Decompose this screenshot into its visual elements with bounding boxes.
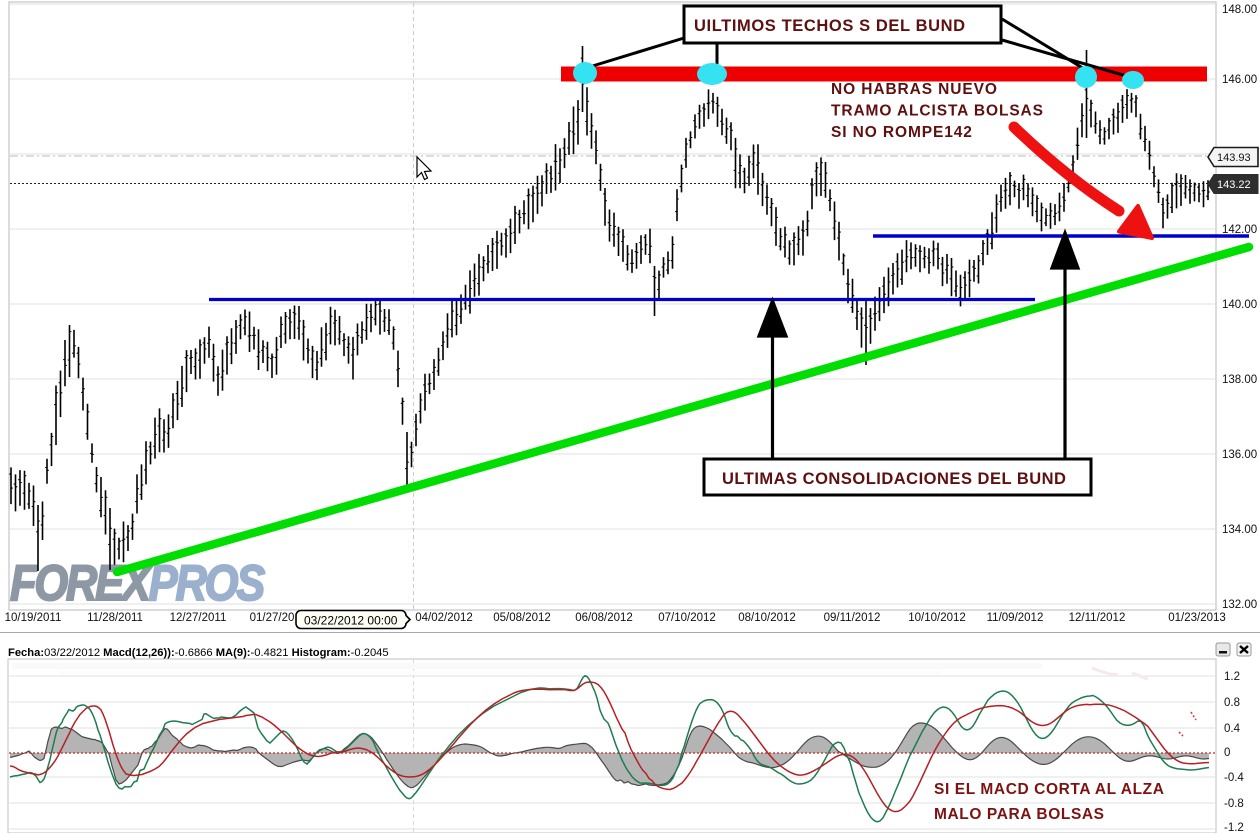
svg-text:132.00: 132.00 [1222, 599, 1257, 611]
svg-text:-0.4: -0.4 [1224, 772, 1244, 784]
svg-text:01/27/20: 01/27/20 [250, 612, 295, 624]
svg-text:04/02/2012: 04/02/2012 [415, 612, 473, 624]
svg-text:01/23/2013: 01/23/2013 [1168, 612, 1226, 624]
svg-text:10/19/2011: 10/19/2011 [5, 612, 62, 624]
svg-text:05/08/2012: 05/08/2012 [493, 612, 551, 624]
svg-text:10/10/2012: 10/10/2012 [908, 612, 966, 624]
svg-text:140.00: 140.00 [1222, 299, 1257, 311]
svg-text:12/11/2012: 12/11/2012 [1069, 612, 1126, 624]
svg-text:MALO PARA BOLSAS: MALO PARA BOLSAS [934, 806, 1105, 823]
svg-text:11/09/2012: 11/09/2012 [987, 612, 1044, 624]
svg-text:148.00: 148.00 [1222, 4, 1257, 16]
svg-text:0: 0 [1224, 747, 1230, 759]
svg-text:03/22/2012 00:00: 03/22/2012 00:00 [304, 614, 398, 628]
svg-text:142.00: 142.00 [1222, 224, 1257, 236]
svg-text:TRAMO ALCISTA BOLSAS: TRAMO ALCISTA BOLSAS [831, 103, 1044, 120]
svg-text:11/28/2011: 11/28/2011 [87, 612, 143, 624]
svg-text:09/11/2012: 09/11/2012 [824, 612, 881, 624]
svg-text:SI NO ROMPE142: SI NO ROMPE142 [831, 124, 973, 141]
svg-text:UILTIMOS TECHOS S DEL BUND: UILTIMOS TECHOS S DEL BUND [694, 17, 966, 35]
svg-text:12/27/2011: 12/27/2011 [170, 612, 227, 624]
svg-text:ULTIMAS CONSOLIDACIONES DEL BU: ULTIMAS CONSOLIDACIONES DEL BUND [722, 470, 1066, 488]
svg-text:FOREXPROS: FOREXPROS [10, 555, 265, 611]
svg-text:06/08/2012: 06/08/2012 [575, 612, 633, 624]
svg-text:146.00: 146.00 [1222, 74, 1257, 86]
svg-text:1.2: 1.2 [1224, 671, 1240, 683]
svg-text:08/10/2012: 08/10/2012 [738, 612, 796, 624]
svg-text:0.8: 0.8 [1224, 697, 1240, 709]
svg-text:07/10/2012: 07/10/2012 [658, 612, 716, 624]
svg-text:143.93: 143.93 [1217, 152, 1251, 164]
svg-text:0.4: 0.4 [1224, 723, 1241, 735]
svg-text:136.00: 136.00 [1222, 449, 1257, 461]
svg-text:Fecha:03/22/2012 Macd(12,26)):: Fecha:03/22/2012 Macd(12,26)):-0.6866 MA… [8, 647, 389, 659]
svg-text:134.00: 134.00 [1222, 524, 1257, 536]
svg-text:-1.2: -1.2 [1224, 822, 1244, 833]
svg-text:143.22: 143.22 [1217, 179, 1251, 191]
svg-text:SI EL MACD CORTA AL ALZA: SI EL MACD CORTA AL ALZA [934, 781, 1165, 798]
svg-text:-0.8: -0.8 [1224, 798, 1244, 810]
svg-text:138.00: 138.00 [1222, 374, 1257, 386]
svg-text:NO HABRAS NUEVO: NO HABRAS NUEVO [831, 81, 998, 98]
